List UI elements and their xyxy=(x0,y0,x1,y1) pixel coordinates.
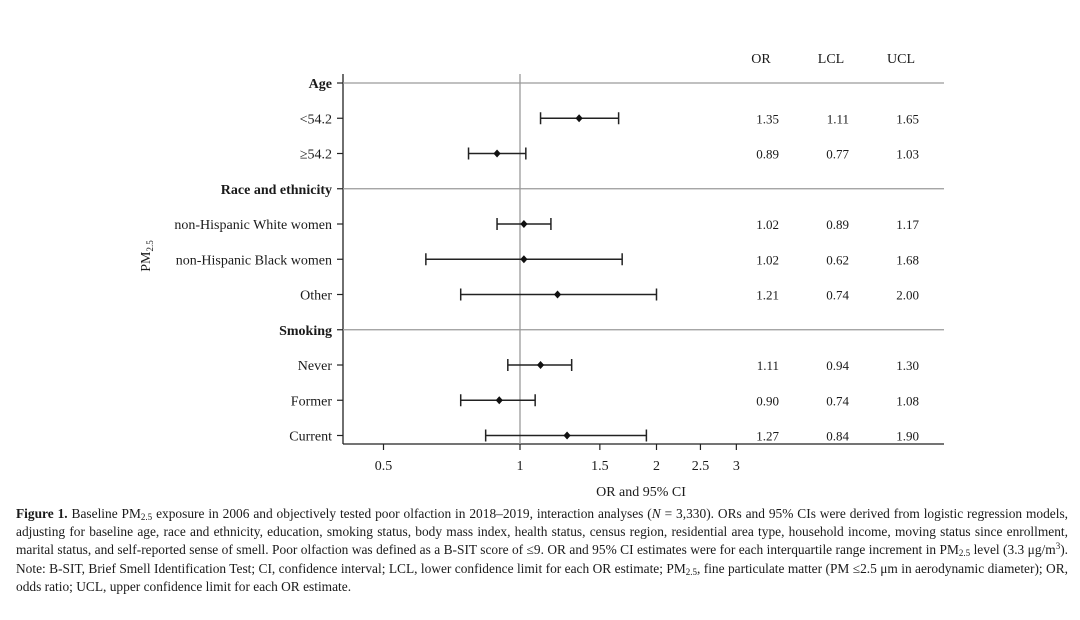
forest-plot: PM2.5 OR and 95% CI OR LCL UCL 0.5 1 1.5 2 2.5 3… xyxy=(139,52,944,500)
row-label: Never xyxy=(298,359,333,374)
value-ucl: 2.00 xyxy=(896,288,919,303)
or-point xyxy=(575,114,583,123)
x-axis-label: OR and 95% CI xyxy=(596,485,686,500)
or-point xyxy=(563,431,571,440)
y-axis-label: PM2.5 xyxy=(139,240,155,272)
x-tick-label: 1.5 xyxy=(591,459,609,474)
value-lcl: 0.74 xyxy=(826,288,849,303)
group-header-label: Smoking xyxy=(279,324,332,339)
value-or: 0.90 xyxy=(756,393,779,408)
value-lcl: 0.74 xyxy=(826,393,849,408)
row-label: Current xyxy=(289,430,332,445)
x-tick-label: 2 xyxy=(653,459,660,474)
group-header-label: Age xyxy=(309,77,332,92)
column-header-ucl: UCL xyxy=(887,52,915,67)
value-lcl: 0.77 xyxy=(826,147,849,162)
value-ucl: 1.90 xyxy=(896,429,919,444)
row-label: Other xyxy=(300,289,332,304)
value-or: 1.21 xyxy=(756,288,779,303)
value-ucl: 1.17 xyxy=(896,217,919,232)
row-label: <54.2 xyxy=(300,112,332,127)
or-point xyxy=(493,149,501,158)
value-or: 1.35 xyxy=(756,111,779,126)
row-label: non-Hispanic Black women xyxy=(176,253,332,268)
or-point xyxy=(553,290,562,299)
column-header-lcl: LCL xyxy=(818,52,844,67)
value-or: 1.11 xyxy=(757,358,779,373)
value-lcl: 0.62 xyxy=(826,252,849,267)
value-ucl: 1.68 xyxy=(896,252,919,267)
value-ucl: 1.03 xyxy=(896,147,919,162)
value-or: 0.89 xyxy=(756,147,779,162)
value-ucl: 1.08 xyxy=(896,393,919,408)
or-point xyxy=(495,396,503,405)
row-label: non-Hispanic White women xyxy=(174,218,332,233)
value-or: 1.27 xyxy=(756,429,779,444)
value-ucl: 1.30 xyxy=(896,358,919,373)
or-point xyxy=(536,361,545,369)
value-or: 1.02 xyxy=(756,217,779,232)
x-tick-label: 1 xyxy=(517,459,524,474)
group-header-label: Race and ethnicity xyxy=(221,183,332,198)
value-lcl: 1.11 xyxy=(827,111,849,126)
or-point xyxy=(520,255,528,264)
row-label: Former xyxy=(291,394,333,409)
row-label: ≥54.2 xyxy=(300,148,332,163)
x-tick-label: 3 xyxy=(733,459,740,474)
figure-label: Figure 1. xyxy=(16,506,68,521)
x-tick-label: 2.5 xyxy=(692,459,710,474)
value-lcl: 0.89 xyxy=(826,217,849,232)
column-header-or: OR xyxy=(751,52,771,67)
x-tick-label: 0.5 xyxy=(375,459,393,474)
value-or: 1.02 xyxy=(756,252,779,267)
value-ucl: 1.65 xyxy=(896,111,919,126)
or-point xyxy=(520,220,528,228)
value-lcl: 0.84 xyxy=(826,429,849,444)
figure-caption: Figure 1. Baseline PM2.5 exposure in 200… xyxy=(16,506,1069,594)
value-lcl: 0.94 xyxy=(826,358,849,373)
